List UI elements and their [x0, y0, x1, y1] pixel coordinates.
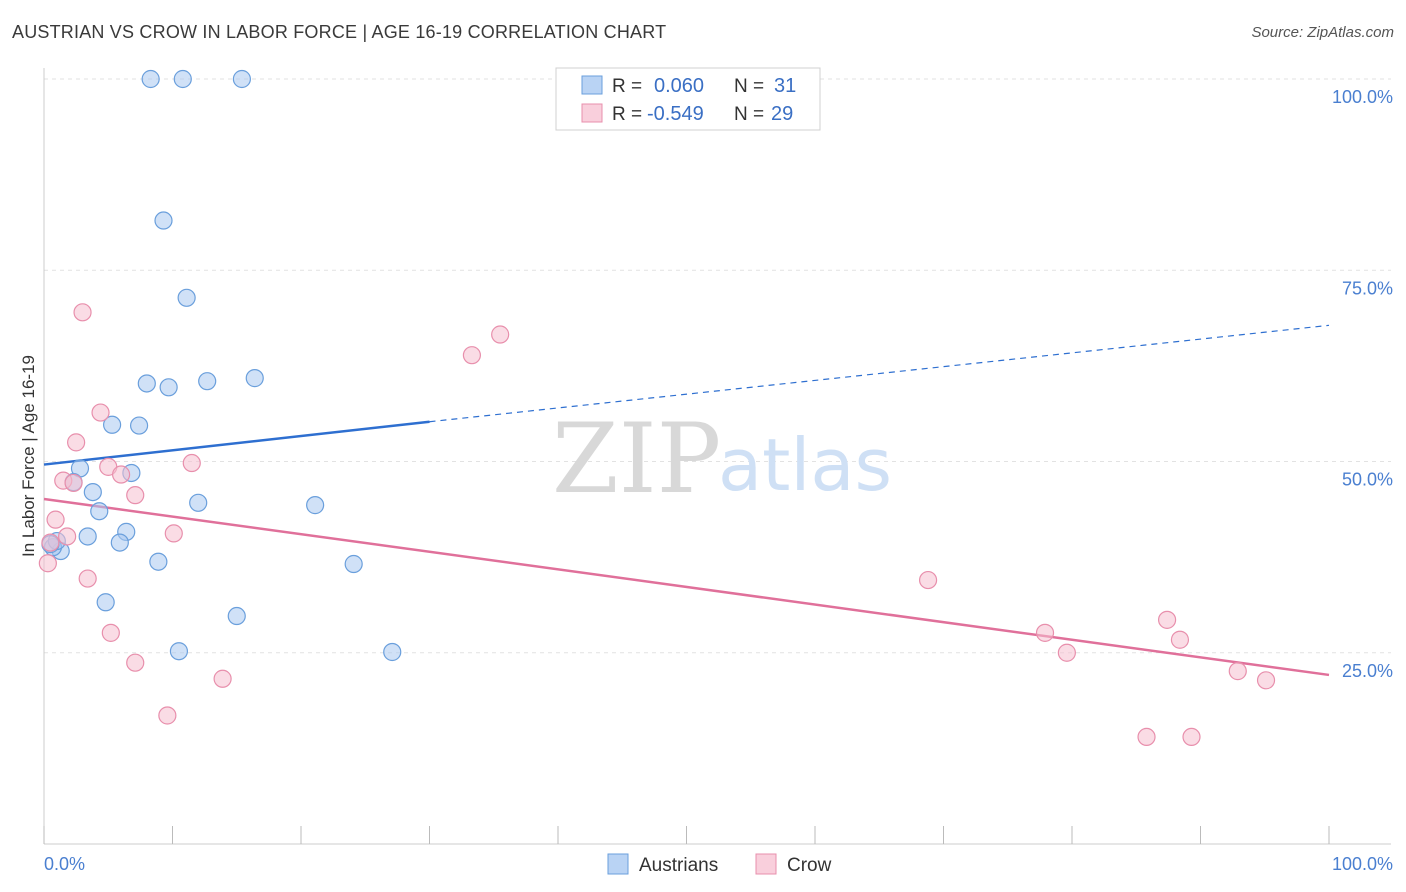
bottom-legend-swatch-austrians	[607, 853, 629, 875]
crow-point	[111, 465, 131, 484]
austrians-point	[169, 642, 189, 661]
legend-swatch-crow	[581, 103, 603, 123]
crow-point	[1228, 662, 1247, 681]
legend-swatch-austrians	[581, 75, 603, 95]
crow-point	[1157, 610, 1177, 629]
bottom-legend-crow: Crow	[787, 855, 832, 876]
legend-r-label-2: R =	[612, 104, 642, 125]
austrians-point	[383, 642, 402, 662]
gridlines: 25.0% 50.0% 75.0% 100.0%	[44, 78, 1393, 681]
crow-point	[41, 533, 60, 552]
austrians-point	[245, 369, 264, 388]
legend-r-value-2: -0.549	[647, 103, 704, 125]
crow-point	[64, 473, 83, 493]
chart-source: Source: ZipAtlas.com	[1251, 24, 1394, 41]
crow-point	[182, 453, 201, 473]
austrians-point	[173, 69, 192, 89]
legend-n-label-2: N =	[734, 104, 764, 125]
crow-point	[73, 303, 92, 322]
bottom-legend-swatch-crow	[755, 853, 777, 875]
crow-point	[101, 623, 120, 642]
watermark-atlas: atlas	[718, 423, 892, 507]
top-legend: R = 0.060 N = 31 R = -0.549 N = 29	[555, 67, 821, 131]
bottom-legend-austrians: Austrians	[639, 855, 718, 876]
crow-point	[462, 346, 482, 365]
legend-n-value-1: 31	[774, 75, 796, 97]
crow-point	[38, 554, 57, 573]
austrians-point	[198, 372, 217, 391]
austrians-point	[129, 416, 149, 435]
y-axis-label: In Labor Force | Age 16-19	[19, 355, 38, 557]
austrians-point	[189, 493, 208, 512]
watermark-zip: ZIP	[552, 403, 721, 515]
austrians-point	[96, 593, 115, 612]
crow-point	[1256, 671, 1276, 690]
crow-point	[491, 325, 510, 344]
austrians-point	[83, 483, 102, 502]
austrians-point	[110, 533, 129, 552]
crow-point	[213, 669, 232, 688]
crow-trend-line	[43, 497, 1330, 677]
austrians-point	[227, 606, 246, 626]
legend-n-label-1: N =	[734, 76, 764, 97]
austrians-point	[154, 211, 173, 230]
crow-point	[58, 527, 77, 546]
austrians-point	[344, 554, 363, 574]
y-tick-label: 75.0%	[1342, 278, 1393, 298]
watermark: ZIP atlas	[552, 403, 892, 515]
crow-point	[46, 510, 65, 529]
crow-point	[78, 569, 97, 588]
austrians-point	[232, 69, 251, 89]
x-tick-label-max: 100.0%	[1332, 854, 1393, 874]
x-tick-label-min: 0.0%	[44, 854, 85, 874]
axes: 0.0% 100.0%	[43, 68, 1393, 874]
austrians-point	[137, 374, 156, 393]
austrians-point	[141, 69, 160, 89]
crow-point	[1182, 727, 1201, 747]
austrians-point	[90, 502, 109, 521]
legend-n-value-2: 29	[771, 103, 793, 125]
crow-point	[67, 433, 86, 452]
crow-point	[126, 653, 145, 672]
trend-lines	[43, 324, 1330, 677]
y-tick-label: 25.0%	[1342, 661, 1393, 681]
y-tick-label: 50.0%	[1342, 470, 1393, 490]
crow-point	[918, 570, 938, 590]
crow-point	[126, 486, 145, 505]
legend-r-value-1: 0.060	[654, 75, 704, 97]
austrians-point	[149, 552, 168, 571]
crow-point	[1057, 643, 1076, 662]
crow-point	[1170, 630, 1190, 649]
legend-r-label-1: R =	[612, 76, 642, 97]
crow-point	[1137, 727, 1156, 747]
austrians-point	[159, 378, 178, 397]
austrians-point	[103, 415, 122, 434]
crow-point	[1035, 623, 1055, 642]
crow-point	[164, 524, 183, 543]
bottom-legend: Austrians Crow	[607, 853, 832, 876]
crow-point	[158, 706, 177, 725]
austrians-trend-extension	[429, 324, 1330, 423]
austrians-trend-line	[43, 420, 430, 466]
austrians-point	[306, 496, 325, 515]
austrians-point	[78, 527, 97, 546]
y-tick-label: 100.0%	[1332, 87, 1393, 107]
crow-point	[91, 403, 110, 422]
chart-title: AUSTRIAN VS CROW IN LABOR FORCE | AGE 16…	[12, 22, 667, 42]
austrians-point	[177, 288, 196, 307]
data-points	[38, 69, 1276, 747]
